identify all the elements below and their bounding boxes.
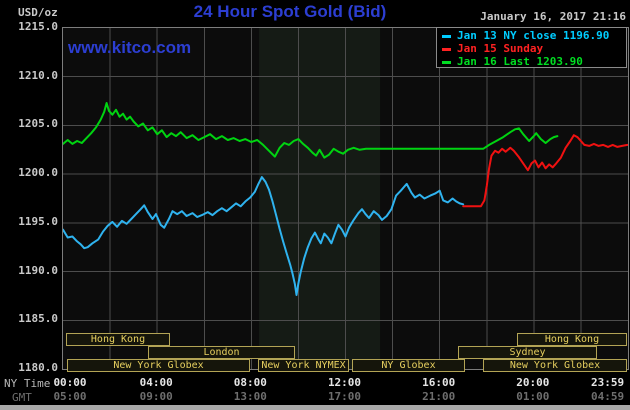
legend-item: Jan 13 NY close 1196.90	[437, 29, 626, 42]
x-tick-gmt: 05:00	[53, 390, 87, 403]
x-tick-ny: 08:00	[233, 376, 267, 389]
y-tick-label: 1215.0	[18, 20, 58, 33]
x-tick-ny: 16:00	[422, 376, 456, 389]
session-box-london: London	[148, 346, 295, 359]
x-tick-gmt: 04:59	[591, 390, 625, 403]
bottom-divider-strip	[0, 405, 630, 410]
legend-label: Jan 13 NY close 1196.90	[457, 29, 610, 42]
y-axis-unit-label: USD/oz	[18, 6, 58, 19]
legend-label: Jan 16 Last 1203.90	[457, 55, 583, 68]
x-tick-ny: 04:00	[139, 376, 173, 389]
legend-item: Jan 16 Last 1203.90	[437, 55, 626, 68]
y-tick-label: 1205.0	[18, 117, 58, 131]
y-tick-label: 1185.0	[18, 312, 58, 326]
chart-canvas	[63, 28, 628, 369]
x-tick-gmt: 09:00	[139, 390, 173, 403]
x-tick-ny: 12:00	[327, 376, 362, 389]
legend-item: Jan 15 Sunday	[437, 42, 626, 55]
y-tick-label: 1200.0	[18, 166, 58, 180]
legend-dash-icon	[442, 60, 451, 64]
chart-title: 24 Hour Spot Gold (Bid)	[193, 2, 387, 21]
nymex-session-band	[259, 28, 381, 369]
legend-dash-icon	[442, 34, 451, 38]
y-tick-label: 1190.0	[18, 263, 58, 277]
y-tick-label: 1210.0	[18, 68, 58, 82]
kitco-link[interactable]: www.kitco.com	[68, 38, 192, 57]
session-box-new-york-nymex: New York NYMEX	[258, 359, 349, 372]
x-tick-gmt: 13:00	[233, 390, 267, 403]
session-box-new-york-globex: New York Globex	[67, 359, 250, 372]
datetime-stamp: January 16, 2017 21:16	[480, 10, 626, 23]
legend-box: Jan 13 NY close 1196.90 Jan 15 Sunday Jan …	[436, 27, 627, 68]
x-tick-ny: 20:00	[516, 376, 550, 389]
session-box-hong-kong: Hong Kong	[517, 333, 627, 346]
x-tick-ny: 23:59	[591, 376, 625, 389]
y-tick-label: 1195.0	[18, 214, 58, 228]
legend-dash-icon	[442, 47, 451, 51]
session-box-hong-kong: Hong Kong	[66, 333, 170, 346]
gmt-axis-label: GMT	[12, 391, 32, 404]
legend-label: Jan 15 Sunday	[457, 42, 544, 55]
y-tick-label: 1180.0	[18, 361, 58, 374]
x-tick-ny: 00:00	[53, 376, 87, 389]
series-line-0	[63, 176, 465, 296]
series-line-2	[63, 102, 559, 159]
plot-area	[62, 27, 629, 370]
x-tick-gmt: 17:00	[327, 390, 362, 403]
x-tick-gmt: 01:00	[516, 390, 550, 403]
session-box-new-york-globex: New York Globex	[483, 359, 627, 372]
series-line-1	[462, 134, 628, 208]
ny-time-axis-label: NY Time	[4, 377, 51, 390]
session-box-ny-globex: NY Globex	[352, 359, 465, 372]
session-box-sydney: Sydney	[458, 346, 597, 359]
x-tick-gmt: 21:00	[422, 390, 456, 403]
